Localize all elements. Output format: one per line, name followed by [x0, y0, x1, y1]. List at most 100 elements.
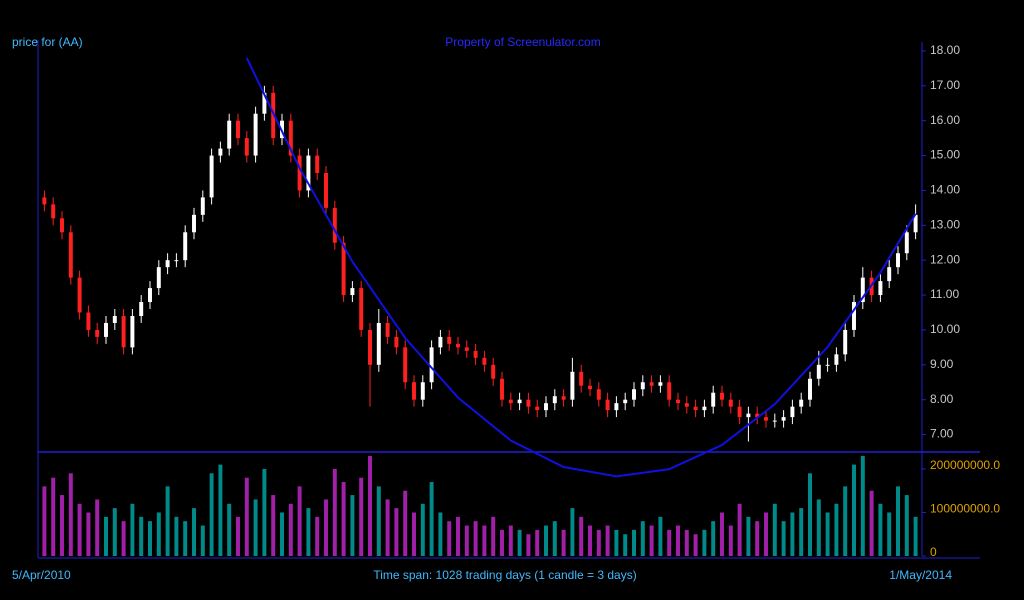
volume-bar — [632, 529, 636, 556]
y-tick-label: 10.00 — [930, 322, 960, 336]
candle-body — [896, 253, 900, 268]
candle-body — [464, 347, 469, 351]
candle-body — [447, 336, 452, 344]
candle-body — [764, 417, 768, 421]
candle-body — [244, 138, 249, 156]
y-tick-label: 15.00 — [930, 148, 960, 162]
volume-bar — [605, 525, 610, 556]
candle-body — [702, 406, 707, 411]
candle-body — [860, 277, 865, 303]
candle-body — [684, 403, 689, 407]
candle-body — [913, 214, 918, 233]
volume-bar — [508, 525, 513, 556]
volume-bar — [816, 499, 821, 556]
volume-bar — [341, 482, 346, 556]
candle-body — [676, 399, 680, 404]
candle-body — [552, 396, 557, 404]
candle-body — [843, 329, 848, 355]
candle-body — [482, 357, 487, 365]
y-tick-label: 8.00 — [930, 392, 954, 406]
volume-bar — [297, 486, 302, 556]
candle-body — [306, 155, 311, 191]
candle-body — [852, 302, 856, 330]
volume-bar — [623, 534, 628, 556]
volume-bar — [183, 521, 188, 556]
volume-bar — [491, 516, 496, 556]
candle-body — [139, 302, 144, 316]
volume-bar — [649, 525, 654, 556]
candle-body — [156, 267, 161, 289]
candle-body — [42, 197, 47, 205]
candle-body — [579, 371, 584, 386]
volume-bar — [667, 529, 672, 556]
volume-bar — [394, 508, 399, 556]
volume-bar — [385, 499, 390, 556]
volume-bar — [253, 499, 258, 556]
volume-bar — [702, 529, 707, 556]
volume-bar — [684, 529, 689, 556]
candle-body — [623, 399, 628, 404]
volume-bar — [165, 486, 170, 556]
volume-bar — [676, 525, 680, 556]
candle-body — [200, 197, 205, 215]
volume-bar — [588, 525, 592, 556]
candle-body — [104, 322, 108, 337]
candle-body — [561, 396, 566, 400]
volume-bar — [852, 464, 856, 556]
candle-body — [720, 392, 724, 400]
volume-bar — [693, 534, 698, 556]
volume-bar — [544, 525, 548, 556]
candle-body — [112, 315, 117, 323]
candle-body — [596, 389, 601, 400]
volume-bar — [473, 521, 478, 556]
x-end-label: 1/May/2014 — [889, 568, 952, 582]
candle-body — [667, 382, 672, 400]
candle-body — [878, 281, 883, 296]
candle-body — [473, 350, 478, 358]
candle-body — [649, 382, 654, 386]
volume-bar — [376, 486, 381, 556]
candle-body — [420, 382, 425, 400]
y2-tick-label: 100000000.0 — [930, 502, 1000, 516]
candle-body — [332, 207, 337, 243]
volume-bar — [790, 512, 795, 556]
volume-bar — [658, 516, 663, 556]
candle-body — [262, 92, 267, 114]
volume-bar — [456, 516, 460, 556]
candle-body — [772, 420, 777, 422]
volume-bar — [139, 516, 144, 556]
volume-bar — [561, 529, 566, 556]
candle-body — [192, 214, 196, 233]
candle-body — [324, 172, 328, 208]
candle-body — [904, 232, 909, 254]
candle-body — [614, 403, 619, 411]
candle-body — [588, 385, 592, 390]
volume-bar — [315, 516, 320, 556]
volume-bar — [51, 477, 56, 556]
volume-bar — [227, 503, 232, 556]
candle-body — [227, 120, 232, 149]
candle-body — [790, 406, 795, 418]
volume-bar — [720, 512, 724, 556]
candle-body — [508, 399, 513, 404]
volume-bar — [280, 512, 284, 556]
candle-body — [808, 378, 812, 400]
candle-body — [632, 389, 636, 400]
candle-body — [376, 322, 381, 365]
volume-bar — [77, 503, 82, 556]
volume-bar — [843, 486, 848, 556]
candle-body — [174, 260, 179, 262]
y-tick-label: 16.00 — [930, 113, 960, 127]
candle-body — [130, 315, 135, 348]
volume-bar — [412, 512, 416, 556]
volume-bar — [218, 464, 223, 556]
volume-bar — [781, 521, 786, 556]
candle-body — [781, 417, 786, 421]
volume-bar — [464, 525, 469, 556]
volume-bar — [236, 516, 240, 556]
candle-body — [288, 120, 293, 156]
volume-bar — [799, 508, 804, 556]
candle-body — [746, 413, 751, 418]
candle-body — [315, 155, 320, 173]
volume-bar — [746, 516, 751, 556]
